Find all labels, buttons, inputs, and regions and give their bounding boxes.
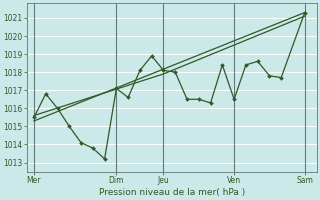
X-axis label: Pression niveau de la mer( hPa ): Pression niveau de la mer( hPa )	[99, 188, 245, 197]
